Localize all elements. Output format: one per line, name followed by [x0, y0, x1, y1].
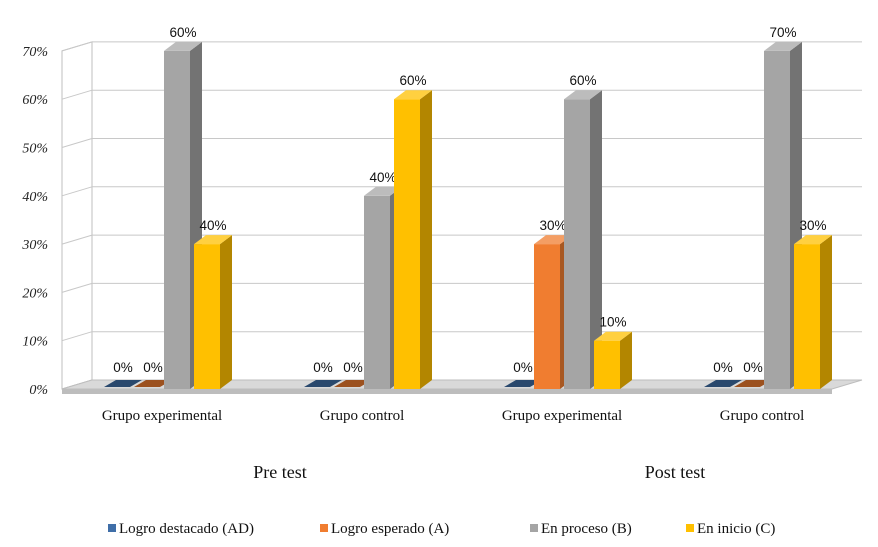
data-label: 0%	[313, 360, 333, 375]
data-label: 0%	[343, 360, 363, 375]
legend-swatch	[530, 524, 538, 532]
gridline-side	[61, 89, 93, 100]
bar	[794, 244, 820, 389]
y-tick-label: 50%	[22, 142, 48, 157]
gridline-side	[61, 186, 93, 197]
data-label: 60%	[169, 25, 196, 40]
data-label: 60%	[569, 73, 596, 88]
category-label: Grupo control	[320, 408, 405, 424]
bar-top	[394, 90, 432, 100]
data-label: 0%	[113, 360, 133, 375]
bar-zero	[304, 380, 342, 387]
y-tick-label: 0%	[29, 383, 48, 398]
bar	[534, 244, 560, 389]
bar-top	[794, 235, 832, 245]
gridline-side	[61, 282, 93, 293]
bar-top	[364, 186, 402, 196]
chart-floor-edge	[62, 389, 832, 394]
bar-top	[194, 235, 232, 245]
data-label: 40%	[199, 218, 226, 233]
y-tick-label: 20%	[22, 286, 48, 301]
data-label: 0%	[713, 360, 733, 375]
bar-top	[164, 41, 202, 51]
bar-zero	[704, 380, 742, 387]
bar	[194, 244, 220, 389]
bar-top	[764, 41, 802, 51]
bar-side	[420, 90, 432, 389]
data-label: 40%	[369, 170, 396, 185]
side-wall	[61, 41, 93, 390]
bar	[364, 195, 390, 389]
legend-label: Logro destacado (AD)	[119, 521, 254, 537]
category-label: Grupo control	[720, 408, 805, 424]
bar-side	[220, 235, 232, 389]
legend-label: En inicio (C)	[697, 521, 775, 537]
gridline-side	[61, 138, 93, 148]
data-label: 10%	[599, 315, 626, 330]
y-tick-label: 70%	[22, 45, 48, 60]
category-label: Grupo experimental	[502, 408, 622, 424]
bar-side	[590, 90, 602, 389]
y-tick-label: 30%	[21, 238, 48, 253]
y-tick-label: 60%	[22, 93, 48, 108]
group-label: Post test	[645, 462, 706, 482]
bar	[594, 340, 620, 389]
y-tick-label: 40%	[22, 190, 48, 205]
data-label: 30%	[799, 218, 826, 233]
data-label: 0%	[143, 360, 163, 375]
legend-label: En proceso (B)	[541, 521, 632, 537]
data-label: 60%	[399, 73, 426, 88]
bar-zero	[104, 380, 142, 387]
legend-swatch	[108, 524, 116, 532]
bar	[564, 99, 590, 389]
y-tick-label: 10%	[22, 335, 48, 350]
gridline-side	[61, 331, 93, 342]
bar	[764, 50, 790, 390]
bar-zero	[134, 380, 172, 387]
data-label: 70%	[769, 25, 796, 40]
bar-top	[594, 331, 632, 341]
legend-swatch	[686, 524, 694, 532]
data-label: 0%	[513, 360, 533, 375]
bar-zero	[504, 380, 542, 387]
bar-side	[620, 331, 632, 389]
legend-swatch	[320, 524, 328, 532]
bar-zero	[334, 380, 372, 387]
gridline-side	[61, 41, 93, 52]
data-label: 0%	[743, 360, 763, 375]
bar-top	[564, 90, 602, 100]
bar	[164, 50, 190, 390]
legend-label: Logro esperado (A)	[331, 521, 449, 537]
gridline-side	[61, 234, 93, 245]
data-label: 30%	[539, 218, 566, 233]
bar	[394, 99, 420, 389]
bar-side	[820, 235, 832, 389]
group-label: Pre test	[253, 462, 307, 482]
bar-zero	[734, 380, 772, 387]
category-label: Grupo experimental	[102, 408, 222, 424]
bar-top	[534, 235, 572, 245]
